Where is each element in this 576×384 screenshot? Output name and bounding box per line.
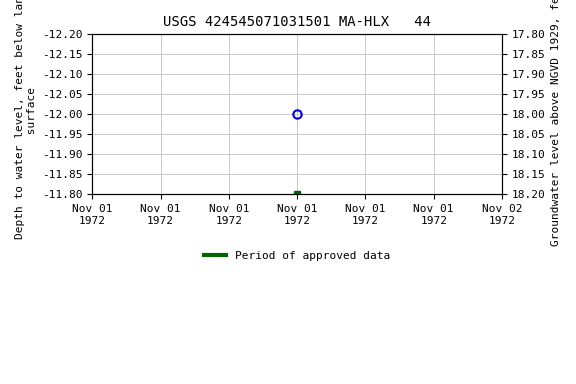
Y-axis label: Groundwater level above NGVD 1929, feet: Groundwater level above NGVD 1929, feet xyxy=(551,0,561,246)
Legend: Period of approved data: Period of approved data xyxy=(199,247,395,265)
Y-axis label: Depth to water level, feet below land
 surface: Depth to water level, feet below land su… xyxy=(15,0,37,239)
Title: USGS 424545071031501 MA-HLX   44: USGS 424545071031501 MA-HLX 44 xyxy=(163,15,431,29)
